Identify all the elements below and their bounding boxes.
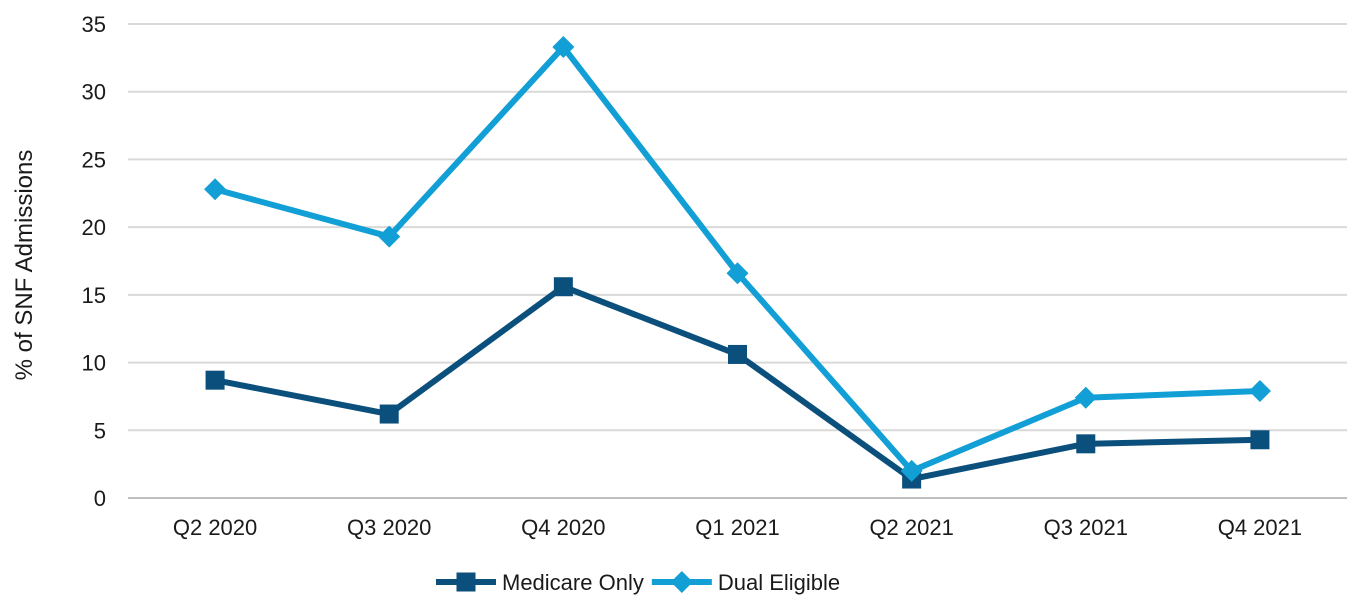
data-point-medicare-only <box>379 404 399 424</box>
data-point-medicare-only <box>553 277 573 297</box>
gridlines <box>128 23 1347 499</box>
data-point-medicare-only <box>1250 430 1270 450</box>
legend-marker <box>456 572 476 592</box>
x-tick-label: Q2 2021 <box>869 515 953 540</box>
y-tick-label: 30 <box>82 80 106 105</box>
series-line-medicare-only <box>214 283 1260 483</box>
legend-label: Medicare Only <box>502 570 644 595</box>
y-tick-label: 20 <box>82 215 106 240</box>
y-tick-label: 25 <box>82 147 106 172</box>
series-medicare-only <box>205 277 1270 489</box>
data-point-dual-eligible <box>1074 386 1097 409</box>
series-line-dual-eligible <box>214 44 1261 474</box>
data-point-medicare-only <box>205 370 225 390</box>
x-tick-label: Q3 2021 <box>1044 515 1128 540</box>
y-tick-label: 5 <box>94 418 106 443</box>
legend-label: Dual Eligible <box>718 570 840 595</box>
y-tick-label: 35 <box>82 12 106 37</box>
x-tick-label: Q3 2020 <box>347 515 431 540</box>
y-tick-label: 15 <box>82 283 106 308</box>
y-axis-ticks: 0 5 10 15 20 25 30 35 <box>82 12 106 511</box>
data-point-dual-eligible <box>726 262 749 285</box>
legend: Medicare Only Dual Eligible <box>436 570 840 595</box>
x-axis-ticks: Q2 2020 Q3 2020 Q4 2020 Q1 2021 Q2 2021 Q3 20… <box>173 515 1302 540</box>
x-tick-label: Q1 2021 <box>695 515 779 540</box>
data-point-dual-eligible <box>900 459 923 482</box>
x-tick-label: Q4 2020 <box>521 515 605 540</box>
x-tick-label: Q4 2021 <box>1218 515 1302 540</box>
series-dual-eligible <box>204 36 1271 482</box>
data-point-medicare-only <box>728 344 747 364</box>
legend-marker <box>670 571 693 593</box>
series-layer <box>204 36 1271 489</box>
data-point-dual-eligible <box>204 178 227 201</box>
data-point-medicare-only <box>1076 434 1096 454</box>
legend-item-medicare-only: Medicare Only <box>436 570 644 595</box>
y-tick-label: 10 <box>82 351 106 376</box>
legend-item-dual-eligible: Dual Eligible <box>651 570 840 595</box>
data-point-dual-eligible <box>1248 380 1271 403</box>
data-point-dual-eligible <box>552 36 575 59</box>
y-axis-title: % of SNF Admissions <box>11 150 38 381</box>
data-point-dual-eligible <box>378 225 401 248</box>
y-tick-label: 0 <box>94 486 106 511</box>
x-tick-label: Q2 2020 <box>173 515 257 540</box>
